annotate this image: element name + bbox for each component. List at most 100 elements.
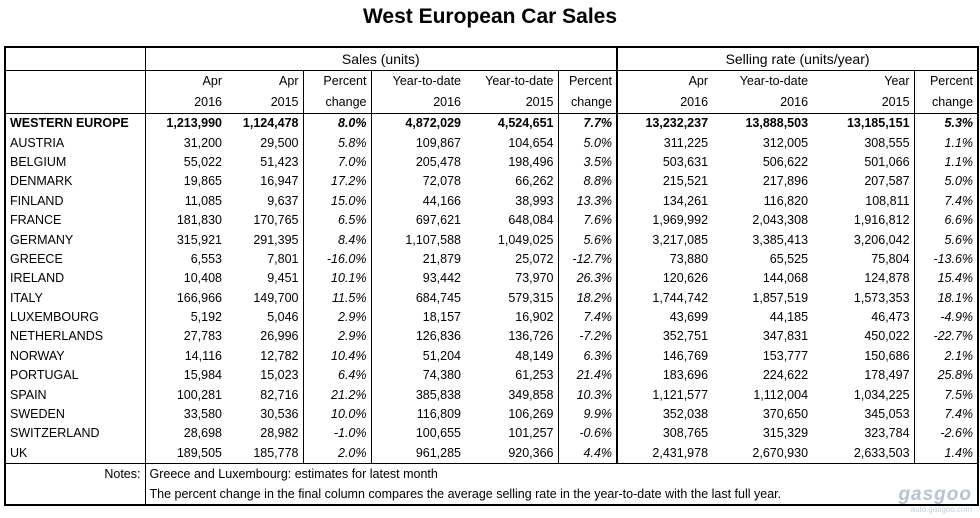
cell-country: GREECE <box>10 251 63 266</box>
cell-ytd-2016: 116,809 <box>370 404 465 425</box>
cell-pct-change-sr: -22.7% <box>913 327 979 347</box>
cell-pct-change-sr: 1.1% <box>913 133 979 153</box>
note-line-1: Greece and Luxembourg: estimates for lat… <box>144 463 979 485</box>
cell-ytd-2016: 51,204 <box>370 346 465 367</box>
cell-apr-2016: 6,553 <box>144 249 226 270</box>
cell-pct-change-apr: -16.0% <box>302 249 371 270</box>
cell-sr-ytd-2016: 312,005 <box>762 135 809 150</box>
cell-apr-2015: 26,996 <box>260 329 299 344</box>
cell-apr-2016: 181,830 <box>144 210 226 231</box>
col-header-ytd2016: Year-to-date <box>370 70 465 92</box>
cell-pct-change-ytd: 4.4% <box>557 443 618 464</box>
cell-apr-2016: 55,022 <box>144 152 226 173</box>
cell-pct-change-apr: 2.9% <box>302 327 371 347</box>
cell-pct-change-sr: 18.1% <box>913 288 979 308</box>
cell-pct-change-ytd: 21.4% <box>557 366 618 386</box>
table-row: AUSTRIA 31,200 29,500 5.8% 109,867 104,654 5.0… <box>5 133 979 153</box>
cell-pct-change-sr: 25.8% <box>913 366 979 386</box>
cell-ytd-2016: 18,157 <box>370 307 465 328</box>
table-row: GREECE 6,553 7,801 -16.0% 21,879 25,072 -12.7%… <box>5 249 979 270</box>
cell-apr-2016: 31,200 <box>144 133 226 153</box>
cell-apr-2016: 33,580 <box>144 404 226 425</box>
cell-pct-change-sr: -4.9% <box>913 307 979 328</box>
cell-country: UK <box>10 445 28 460</box>
cell-pct-change-apr: 15.0% <box>302 191 371 211</box>
cell-sr-year-2015: 501,066 <box>864 154 910 169</box>
table-row: LUXEMBOURG 5,192 5,046 2.9% 18,157 16,902 7.4%… <box>5 307 979 328</box>
cell-ytd-2015: 48,149 <box>515 348 554 363</box>
cell-country: FRANCE <box>10 213 62 228</box>
cell-ytd-2016: 126,836 <box>370 327 465 347</box>
cell-pct-change-sr: 5.3% <box>913 113 979 134</box>
cell-apr-2015: 7,801 <box>267 251 299 266</box>
col-header-apr2015: Apr <box>279 74 299 88</box>
notes-label: Notes: <box>5 463 145 485</box>
cell-apr-2016: 315,921 <box>144 230 226 250</box>
cell-pct-change-ytd: -0.6% <box>557 424 618 444</box>
cell-pct-change-sr: 2.1% <box>913 346 979 367</box>
col-subheader-sr-ytd2016: 2016 <box>712 92 813 114</box>
cell-ytd-2016: 385,838 <box>370 385 465 405</box>
cell-apr-2016: 15,984 <box>144 366 226 386</box>
cell-ytd-2015: 4,524,651 <box>497 116 554 131</box>
gasgoo-watermark-logo: gasgoo auto.gasgoo.com <box>894 484 974 514</box>
cell-sr-apr-2016: 120,626 <box>616 269 713 289</box>
cell-sr-ytd-2016: 370,650 <box>762 407 809 422</box>
cell-pct-change-apr: 17.2% <box>302 172 371 192</box>
cell-sr-year-2015: 13,185,151 <box>846 116 910 131</box>
cell-ytd-2016: 93,442 <box>370 269 465 289</box>
cell-sr-ytd-2016: 2,670,930 <box>752 445 809 460</box>
cell-pct-change-ytd: 18.2% <box>557 288 618 308</box>
cell-pct-change-sr: 1.1% <box>913 152 979 173</box>
col-subheader-ytd2015: 2015 <box>465 92 558 114</box>
cell-pct-change-apr: 10.0% <box>302 404 371 425</box>
cell-ytd-2015: 648,084 <box>508 213 554 228</box>
cell-sr-apr-2016: 311,225 <box>616 133 713 153</box>
cell-pct-change-apr: 10.1% <box>302 269 371 289</box>
cell-apr-2016: 19,865 <box>144 172 226 192</box>
cell-pct-change-sr: -13.6% <box>913 249 979 270</box>
cell-ytd-2016: 74,380 <box>370 366 465 386</box>
cell-country: SWITZERLAND <box>10 426 100 441</box>
cell-pct-change-ytd: 6.3% <box>557 346 618 367</box>
cell-pct-change-sr: 5.6% <box>913 230 979 250</box>
cell-apr-2015: 149,700 <box>253 290 299 305</box>
cell-country: PORTUGAL <box>10 368 79 383</box>
cell-sr-apr-2016: 43,699 <box>616 307 713 328</box>
table-row: NORWAY 14,116 12,782 10.4% 51,204 48,149 6.3% 1… <box>5 346 979 367</box>
cell-ytd-2015: 38,993 <box>515 193 554 208</box>
cell-sr-ytd-2016: 224,622 <box>762 368 809 383</box>
cell-apr-2015: 5,046 <box>267 310 299 325</box>
cell-apr-2016: 11,085 <box>144 191 226 211</box>
cell-sr-apr-2016: 503,631 <box>616 152 713 173</box>
cell-sr-ytd-2016: 144,068 <box>762 271 809 286</box>
col-subheader-pct2: change <box>557 92 618 114</box>
cell-sr-ytd-2016: 44,185 <box>769 310 809 325</box>
cell-pct-change-sr: 5.0% <box>913 172 979 192</box>
cell-ytd-2016: 684,745 <box>370 288 465 308</box>
cell-sr-ytd-2016: 13,888,503 <box>745 116 809 131</box>
table-row: BELGIUM 55,022 51,423 7.0% 205,478 198,496 3.5… <box>5 152 979 173</box>
col-subheader-pct3: change <box>913 92 979 114</box>
cell-sr-apr-2016: 1,969,992 <box>616 210 713 231</box>
cell-pct-change-apr: 10.4% <box>302 346 371 367</box>
cell-pct-change-ytd: 8.8% <box>557 172 618 192</box>
cell-ytd-2015: 104,654 <box>508 135 554 150</box>
cell-pct-change-apr: 8.0% <box>302 113 371 134</box>
cell-pct-change-apr: 6.4% <box>302 366 371 386</box>
cell-ytd-2015: 920,366 <box>508 445 554 460</box>
cell-ytd-2015: 106,269 <box>508 407 554 422</box>
cell-country: NETHERLANDS <box>10 329 104 344</box>
cell-sr-apr-2016: 308,765 <box>616 424 713 444</box>
cell-apr-2015: 29,500 <box>260 135 299 150</box>
cell-ytd-2015: 61,253 <box>515 368 554 383</box>
cell-ytd-2016: 72,078 <box>370 172 465 192</box>
cell-sr-ytd-2016: 65,525 <box>769 251 809 266</box>
cell-ytd-2015: 1,049,025 <box>497 232 554 247</box>
cell-pct-change-apr: 5.8% <box>302 133 371 153</box>
cell-ytd-2015: 579,315 <box>508 290 554 305</box>
cell-sr-apr-2016: 1,744,742 <box>616 288 713 308</box>
cell-pct-change-apr: 6.5% <box>302 210 371 231</box>
cell-apr-2015: 291,395 <box>253 232 299 247</box>
table-body: WESTERN EUROPE 1,213,990 1,124,478 8.0% 4,87… <box>5 113 979 464</box>
